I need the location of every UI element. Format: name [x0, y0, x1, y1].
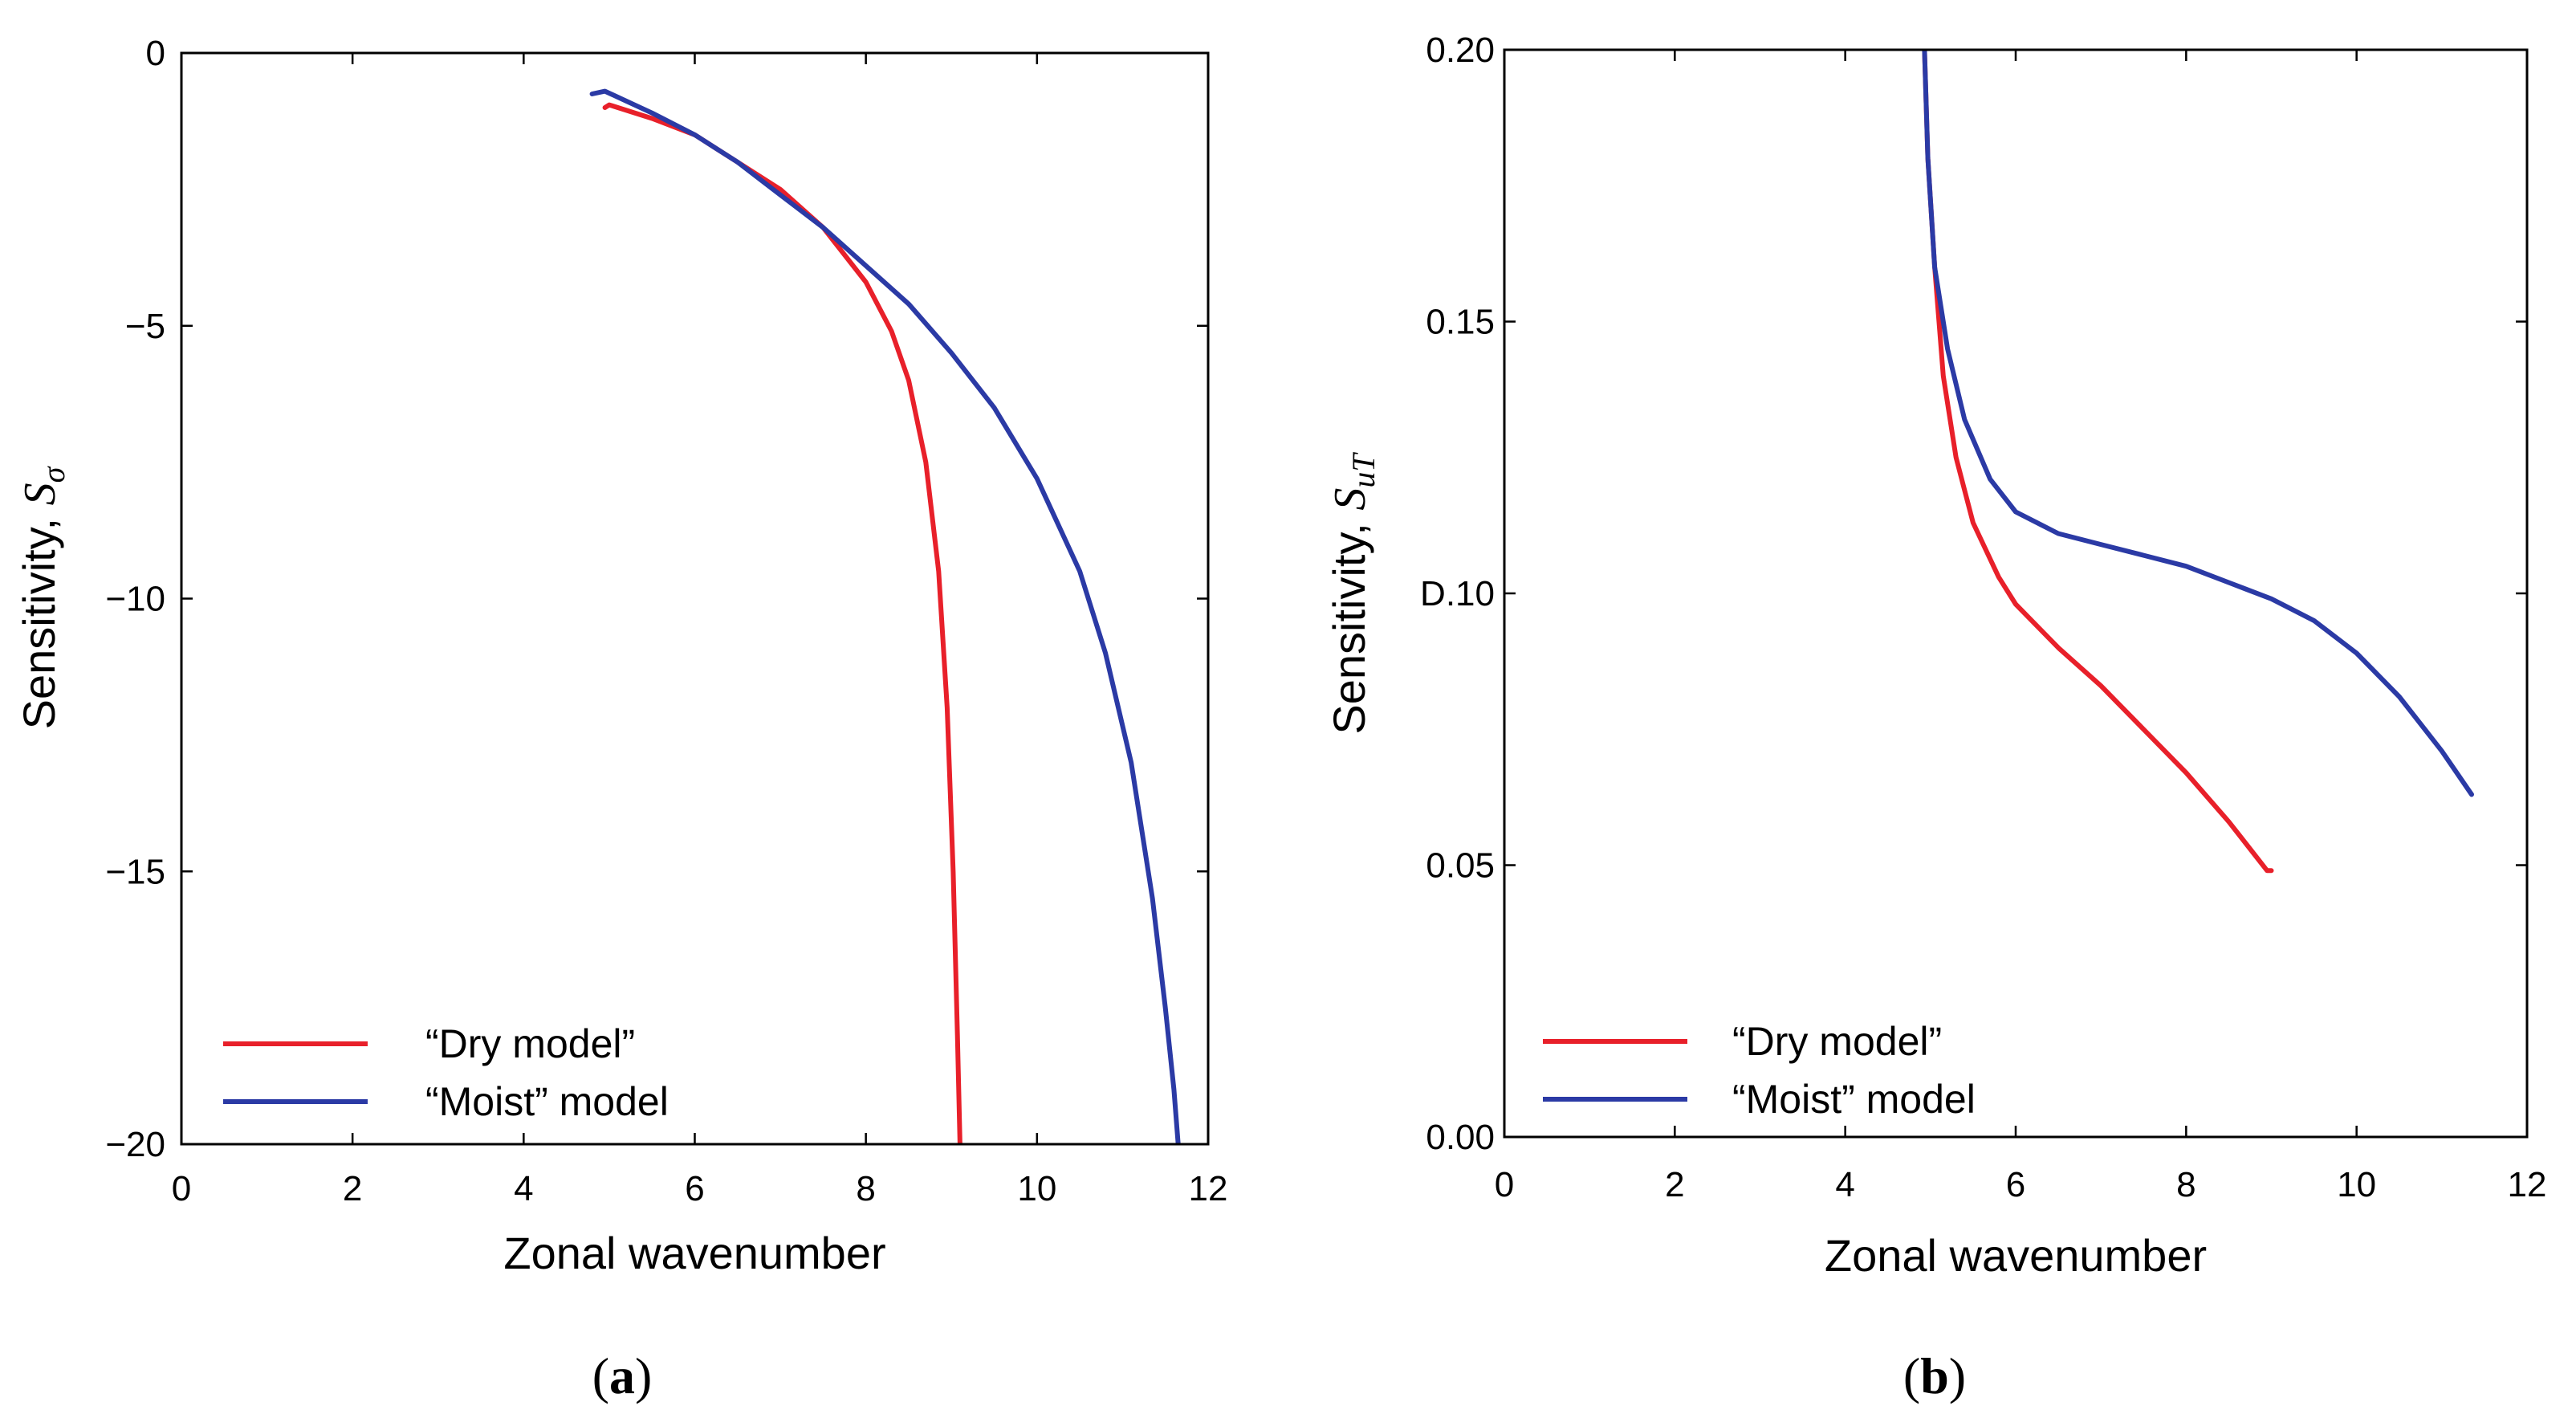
- legend-label-dry-model: “Dry model”: [425, 1021, 635, 1066]
- x-tick-label: 4: [1835, 1165, 1854, 1204]
- y-tick-label: 0.15: [1426, 303, 1495, 342]
- y-tick-label: −15: [105, 852, 165, 891]
- x-tick-label: 4: [514, 1169, 533, 1208]
- panel-a: 0 2 4 6 8 10 12 0 −5 −10 −15 −20 Zonal wavenumber Sen…: [14, 34, 1227, 1404]
- series-line-moist-model: [589, 88, 1181, 1144]
- x-tick-label: 6: [2006, 1165, 2025, 1204]
- x-tick-label: 0: [1495, 1165, 1514, 1204]
- series-line-moist-model: [1922, 50, 2474, 797]
- panel-b: 0 2 4 6 8 10 12 0.00 0.05 D.10 0.15 0.20 Zonal waven…: [1324, 31, 2546, 1404]
- legend-label-moist-model: “Moist” model: [425, 1079, 669, 1124]
- plot-frame: [1503, 48, 2529, 1139]
- x-axis-label: Zonal wavenumber: [1825, 1230, 2207, 1281]
- y-tick-label: 0: [146, 34, 165, 73]
- y-tick-label: −10: [105, 580, 165, 619]
- y-tick-label: −20: [105, 1125, 165, 1164]
- y-tick-label: D.10: [1420, 574, 1495, 613]
- y-axis-label: Sensitivity, SuT: [1324, 452, 1382, 735]
- panel-label: (b): [1903, 1347, 1966, 1404]
- legend-label-moist-model: “Moist” model: [1732, 1077, 1976, 1122]
- x-tick-label: 2: [343, 1169, 362, 1208]
- x-tick-label: 10: [1017, 1169, 1056, 1208]
- y-tick-label: 0.05: [1426, 846, 1495, 886]
- y-axis-label: Sensitivity, Sσ: [14, 466, 71, 729]
- x-axis-label: Zonal wavenumber: [503, 1228, 885, 1278]
- x-tick-label: 12: [2508, 1165, 2547, 1204]
- x-tick-label: 10: [2337, 1165, 2376, 1204]
- x-tick-label: 2: [1665, 1165, 1684, 1204]
- plot-frame: [180, 51, 1210, 1146]
- y-tick-label: −5: [125, 307, 165, 346]
- panel-label: (a): [592, 1347, 653, 1404]
- x-tick-label: 12: [1189, 1169, 1228, 1208]
- y-tick-label: 0.00: [1426, 1118, 1495, 1157]
- y-tick-label: 0.20: [1426, 31, 1495, 70]
- series-line-dry-model: [1922, 50, 2274, 874]
- x-tick-label: 8: [2176, 1165, 2196, 1204]
- x-tick-label: 6: [685, 1169, 704, 1208]
- x-tick-label: 0: [172, 1169, 191, 1208]
- legend-label-dry-model: “Dry model”: [1732, 1019, 1942, 1064]
- x-tick-label: 8: [856, 1169, 875, 1208]
- series-line-dry-model: [602, 102, 962, 1144]
